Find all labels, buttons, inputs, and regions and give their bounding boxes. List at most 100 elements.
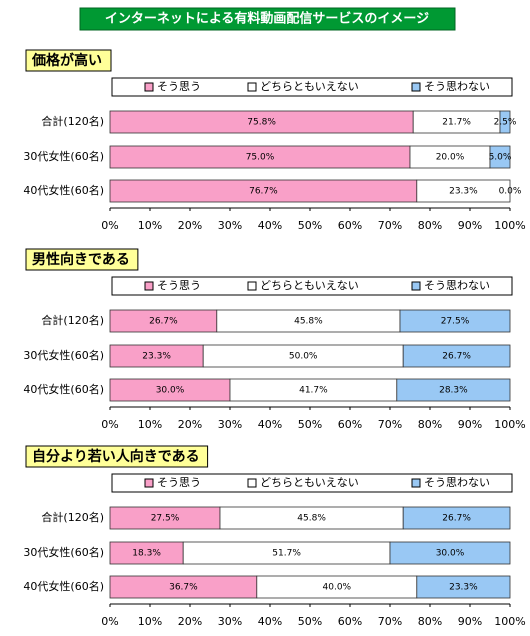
x-tick-label: 50% (298, 219, 322, 232)
value-label: 76.7% (249, 187, 278, 197)
value-label: 23.3% (449, 583, 478, 593)
bar-segment (499, 110, 511, 134)
x-tick-label: 70% (378, 418, 402, 431)
legend-swatch (144, 82, 154, 92)
value-label: 26.7% (149, 317, 178, 327)
value-label: 30.0% (436, 549, 465, 559)
x-tick-label: 70% (378, 219, 402, 232)
x-tick-label: 40% (258, 615, 282, 628)
bar-segment (399, 309, 511, 333)
value-label: 36.7% (169, 583, 198, 593)
bar-segment (416, 575, 511, 599)
x-tick-label: 100% (494, 418, 525, 431)
category-label: 30代女性(60名) (23, 545, 104, 559)
value-label: 45.8% (297, 514, 326, 524)
subtitle-box (25, 445, 209, 468)
legend-swatch (247, 478, 257, 488)
legend-label: そう思わない (424, 80, 490, 93)
x-tick-label: 10% (138, 219, 162, 232)
legend-label: そう思わない (424, 279, 490, 292)
value-label: 28.3% (439, 386, 468, 396)
page-title: インターネットによる有料動画配信サービスのイメージ (105, 11, 429, 27)
value-label: 23.3% (449, 187, 478, 197)
legend-swatch (411, 478, 421, 488)
bar-segment (402, 344, 511, 368)
value-label: 20.0% (436, 153, 465, 163)
value-label: 2.5% (494, 118, 517, 128)
x-tick-label: 60% (338, 418, 362, 431)
chart-title: 男性向きである (32, 251, 130, 268)
legend-swatch (247, 82, 257, 92)
x-tick-label: 80% (418, 418, 442, 431)
value-label: 75.0% (246, 153, 275, 163)
category-label: 合計(120名) (41, 114, 104, 128)
x-tick-label: 50% (298, 615, 322, 628)
x-tick-label: 100% (494, 615, 525, 628)
value-label: 26.7% (442, 352, 471, 362)
legend-swatch (144, 281, 154, 291)
value-label: 0.0% (499, 187, 522, 197)
category-label: 40代女性(60名) (23, 382, 104, 396)
value-label: 27.5% (441, 317, 470, 327)
legend-label: そう思う (157, 80, 201, 93)
legend-label: そう思う (157, 279, 201, 292)
bar-segment (389, 541, 511, 565)
x-tick-label: 100% (494, 219, 525, 232)
x-tick-label: 90% (458, 418, 482, 431)
legend-swatch (144, 478, 154, 488)
x-tick-label: 40% (258, 418, 282, 431)
x-tick-label: 60% (338, 615, 362, 628)
value-label: 40.0% (323, 583, 352, 593)
value-label: 26.7% (442, 514, 471, 524)
value-label: 23.3% (142, 352, 171, 362)
x-tick-label: 20% (178, 219, 202, 232)
legend-label: どちらともいえない (260, 476, 359, 489)
x-tick-label: 50% (298, 418, 322, 431)
legend-label: そう思わない (424, 476, 490, 489)
x-tick-label: 20% (178, 418, 202, 431)
x-tick-label: 0% (101, 219, 118, 232)
x-tick-label: 10% (138, 418, 162, 431)
chart-title: 自分より若い人向きである (32, 448, 200, 465)
legend-label: どちらともいえない (260, 279, 359, 292)
x-tick-label: 80% (418, 219, 442, 232)
x-tick-label: 30% (218, 418, 242, 431)
value-label: 75.8% (247, 118, 276, 128)
title-banner (79, 7, 456, 31)
legend-swatch (411, 82, 421, 92)
subtitle-box (25, 49, 112, 72)
bar-segment (402, 506, 511, 530)
value-label: 51.7% (272, 549, 301, 559)
category-label: 30代女性(60名) (23, 149, 104, 163)
x-tick-label: 90% (458, 615, 482, 628)
legend-swatch (247, 281, 257, 291)
value-label: 30.0% (156, 386, 185, 396)
x-tick-label: 40% (258, 219, 282, 232)
x-tick-label: 0% (101, 615, 118, 628)
legend-label: そう思う (157, 476, 201, 489)
category-label: 30代女性(60名) (23, 348, 104, 362)
subtitle-box (25, 248, 139, 271)
value-label: 5.0% (489, 153, 512, 163)
x-tick-label: 90% (458, 219, 482, 232)
value-label: 21.7% (442, 118, 471, 128)
legend-label: どちらともいえない (260, 80, 359, 93)
category-label: 40代女性(60名) (23, 579, 104, 593)
x-tick-label: 80% (418, 615, 442, 628)
x-tick-label: 30% (218, 615, 242, 628)
x-tick-label: 60% (338, 219, 362, 232)
bar-segment (416, 179, 511, 203)
x-tick-label: 30% (218, 219, 242, 232)
category-label: 合計(120名) (41, 313, 104, 327)
bar-segment (489, 145, 511, 169)
bar-segment (396, 378, 511, 402)
x-tick-label: 10% (138, 615, 162, 628)
chart-title: 価格が高い (31, 52, 102, 69)
x-tick-label: 20% (178, 615, 202, 628)
x-tick-label: 70% (378, 615, 402, 628)
value-label: 41.7% (299, 386, 328, 396)
value-label: 50.0% (289, 352, 318, 362)
category-label: 合計(120名) (41, 510, 104, 524)
legend-swatch (411, 281, 421, 291)
